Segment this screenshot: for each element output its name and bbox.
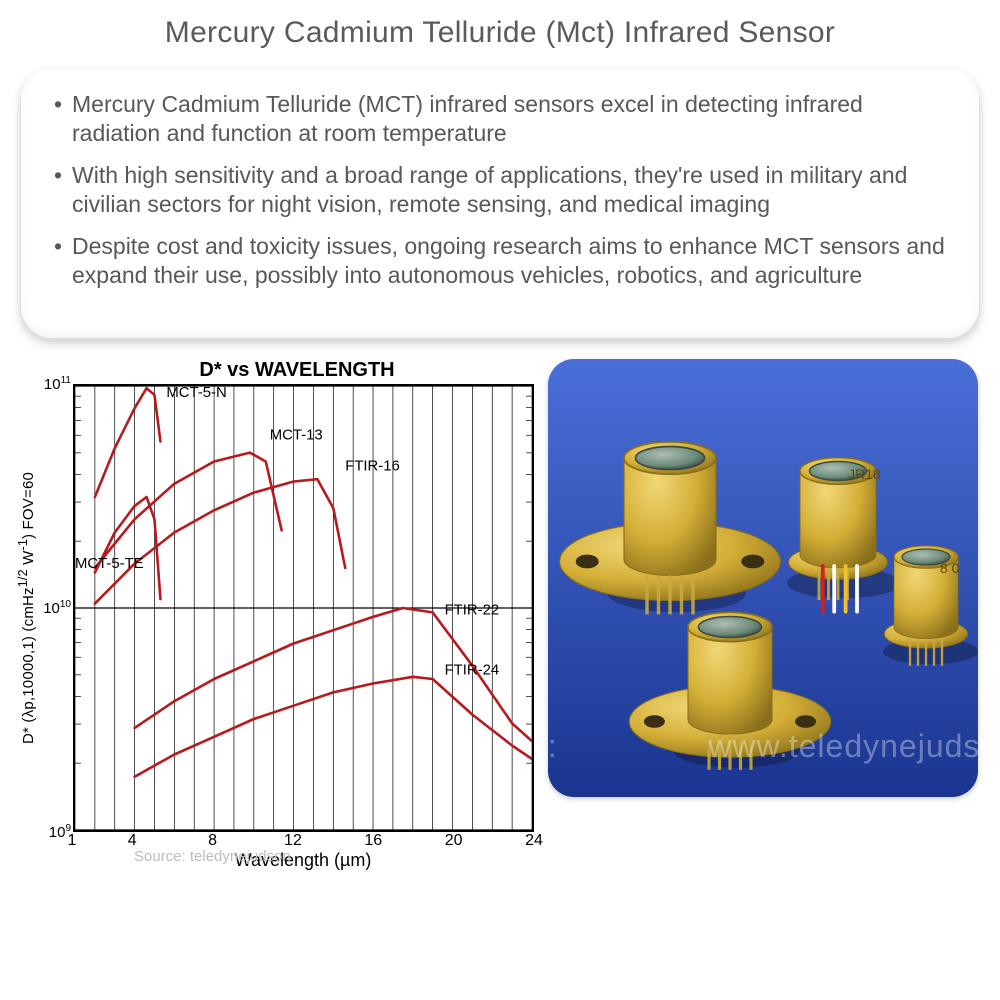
x-tick-label: 24 <box>525 832 543 850</box>
x-tick-label: 1 <box>68 832 77 850</box>
svg-text:MCT-13: MCT-13 <box>270 426 323 443</box>
photo-watermark: www.teledynejudson <box>708 728 978 765</box>
y-tick-label: 1011 <box>44 375 71 393</box>
bullet-item: With high sensitivity and a broad range … <box>50 161 950 220</box>
bullet-item: Despite cost and toxicity issues, ongoin… <box>50 232 950 291</box>
x-tick-label: 20 <box>445 832 463 850</box>
svg-text:MCT-5-TE: MCT-5-TE <box>75 555 144 572</box>
photo-left-text: ce: <box>548 728 557 765</box>
sensor-photo: JR18 8 0 ce: www.teledynejudson <box>548 359 978 797</box>
chart-y-label: D* (λp,10000,1) (cmHz1/2 W-1) FOV=60 <box>14 384 39 832</box>
summary-card: Mercury Cadmium Telluride (MCT) infrared… <box>20 68 980 339</box>
svg-text:FTIR-22: FTIR-22 <box>445 601 500 618</box>
chart-y-ticks: 10910101011 <box>39 384 73 832</box>
svg-text:JR18: JR18 <box>848 466 881 482</box>
svg-text:MCT-5-N: MCT-5-N <box>166 386 226 401</box>
chart-title: D* vs WAVELENGTH <box>60 359 534 382</box>
svg-text:FTIR-16: FTIR-16 <box>345 457 400 474</box>
y-tick-label: 1010 <box>43 599 71 617</box>
chart-plot-area: MCT-5-N MCT-13 FTIR-16 MCT-5-TE FTIR-22 FTIR-… <box>73 384 534 832</box>
x-tick-label: 16 <box>364 832 382 850</box>
chart-source-text: Source: teledynejudson <box>134 848 291 865</box>
detectivity-chart: D* vs WAVELENGTH D* (λp,10000,1) (cmHz1/… <box>14 359 534 871</box>
figures-row: D* vs WAVELENGTH D* (λp,10000,1) (cmHz1/… <box>0 353 1000 871</box>
svg-text:FTIR-24: FTIR-24 <box>445 661 500 678</box>
bullet-item: Mercury Cadmium Telluride (MCT) infrared… <box>50 90 950 149</box>
page-title: Mercury Cadmium Telluride (Mct) Infrared… <box>0 0 1000 60</box>
bullet-list: Mercury Cadmium Telluride (MCT) infrared… <box>50 90 950 291</box>
svg-text:8 0: 8 0 <box>940 560 960 576</box>
